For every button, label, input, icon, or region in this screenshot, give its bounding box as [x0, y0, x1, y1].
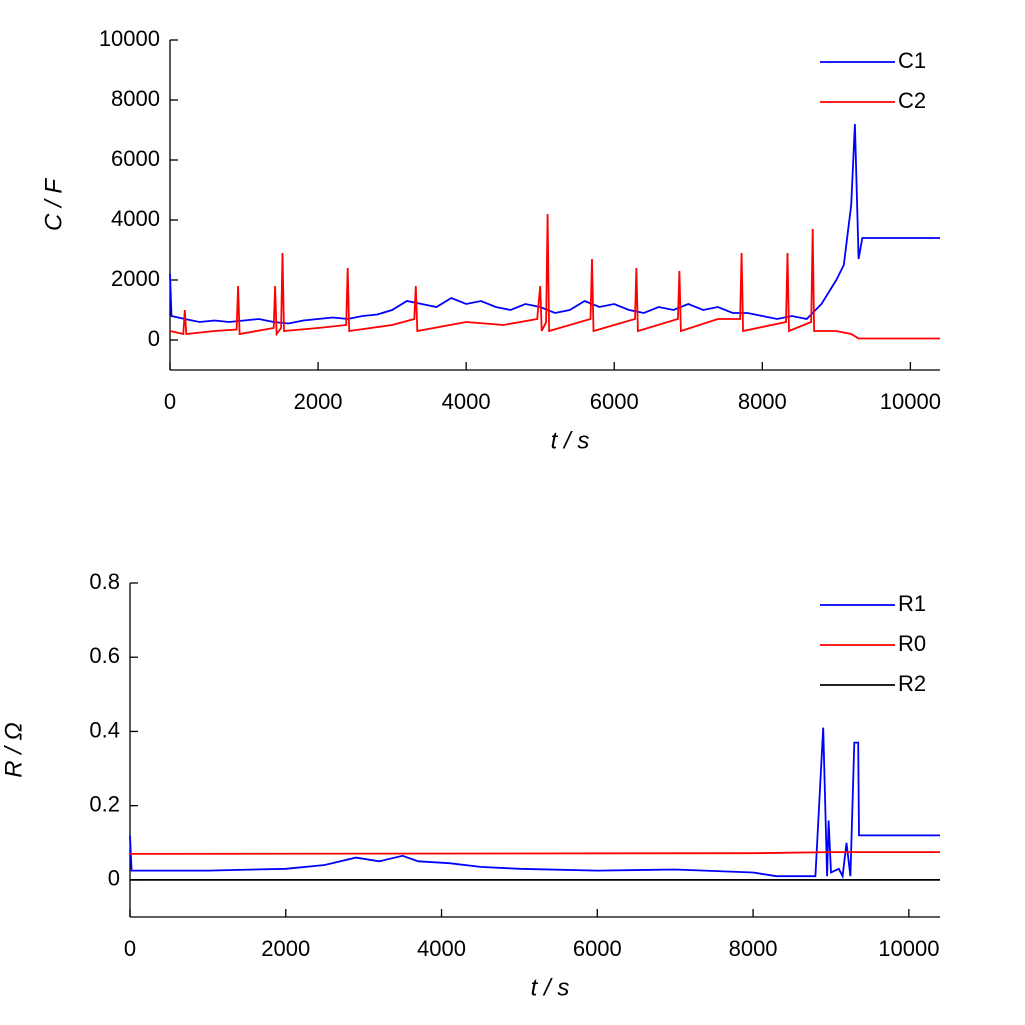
x-axis-label: t / s: [531, 974, 570, 1001]
x-tick-label: 6000: [573, 936, 622, 961]
x-tick-label: 6000: [590, 389, 639, 414]
y-tick-label: 2000: [111, 266, 160, 291]
line: [129, 727, 940, 880]
x-tick-label: 0: [164, 389, 176, 414]
y-tick-label: 6000: [111, 146, 160, 171]
y-tick-label: 0: [108, 866, 120, 891]
y-tick-label: 4000: [111, 206, 160, 231]
x-tick-label: 2000: [294, 389, 343, 414]
x-axis-label: t / s: [551, 427, 590, 454]
legend-label: R2: [898, 671, 926, 696]
x-tick-label: 10000: [878, 936, 939, 961]
x-tick-label: 10000: [880, 389, 941, 414]
legend-label: C2: [898, 88, 926, 113]
legend-label: C1: [898, 48, 926, 73]
y-tick-label: 8000: [111, 86, 160, 111]
x-tick-label: 8000: [729, 936, 778, 961]
x-tick-label: 4000: [417, 936, 466, 961]
x-tick-label: 4000: [442, 389, 491, 414]
y-tick-label: 10000: [99, 26, 160, 51]
y-axis-label: R / Ω: [0, 722, 27, 778]
y-tick-label: 0.8: [89, 569, 120, 594]
legend-label: R0: [898, 631, 926, 656]
line: [169, 213, 940, 340]
subplot: 0 2000 4000 6000 8000 10000 0 2000 4000 6000 8000 1…: [40, 26, 941, 455]
subplot: 0 0.2 0.4 0.6 0.8 0 2000 4000 6000 8000 10000 t / s…: [0, 569, 940, 1001]
y-tick-label: 0.4: [89, 717, 120, 742]
y-tick-label: 0.6: [89, 643, 120, 668]
x-tick-label: 2000: [261, 936, 310, 961]
line: [169, 123, 940, 325]
line: [129, 851, 940, 855]
y-axis-label: C / F: [40, 178, 67, 231]
y-tick-label: 0: [148, 326, 160, 351]
y-tick-label: 0.2: [89, 791, 120, 816]
legend-label: R1: [898, 591, 926, 616]
x-tick-label: 0: [124, 936, 136, 961]
x-tick-label: 8000: [738, 389, 787, 414]
